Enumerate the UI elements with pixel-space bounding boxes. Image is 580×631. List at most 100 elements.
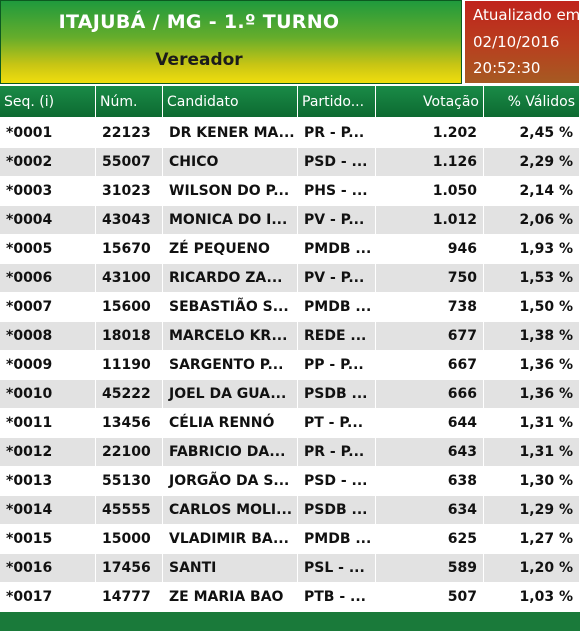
- party-cell: PHS - ...: [298, 177, 376, 206]
- party-cell: PV - P...: [298, 264, 376, 293]
- number-cell: 15600: [96, 293, 163, 322]
- votes-cell: 1.012: [376, 206, 484, 235]
- valid-percent-cell: 1,27 %: [484, 525, 580, 554]
- table-row[interactable]: *0002 55007 CHICO PSD - ... 1.126 2,29 %: [0, 148, 580, 177]
- table-row[interactable]: *0006 43100 RICARDO ZA... PV - P... 750 1,53 …: [0, 264, 580, 293]
- candidate-cell: DR KENER MA...: [163, 119, 298, 148]
- number-cell: 15670: [96, 235, 163, 264]
- table-row[interactable]: *0001 22123 DR KENER MA... PR - P... 1.202 2,…: [0, 119, 580, 148]
- table-row[interactable]: *0016 17456 SANTI PSL - ... 589 1,20 %: [0, 554, 580, 583]
- column-header-votes[interactable]: Votação: [376, 86, 484, 119]
- table-row[interactable]: *0009 11190 SARGENTO P... PP - P... 667 1,36 …: [0, 351, 580, 380]
- number-cell: 22123: [96, 119, 163, 148]
- table-row[interactable]: *0003 31023 WILSON DO P... PHS - ... 1.050 2,…: [0, 177, 580, 206]
- valid-percent-cell: 1,36 %: [484, 380, 580, 409]
- seq-cell: *0012: [0, 438, 96, 467]
- number-cell: 14777: [96, 583, 163, 612]
- table-row[interactable]: *0013 55130 JORGÃO DA S... PSD - ... 638 1,30…: [0, 467, 580, 496]
- candidate-cell: CHICO: [163, 148, 298, 177]
- table-row[interactable]: *0007 15600 SEBASTIÃO S... PMDB ... 738 1,50 …: [0, 293, 580, 322]
- office-subtitle: Vereador: [155, 50, 243, 70]
- seq-cell: *0010: [0, 380, 96, 409]
- party-cell: PR - P...: [298, 438, 376, 467]
- updated-time: 20:52:30: [473, 59, 541, 77]
- candidate-cell: SARGENTO P...: [163, 351, 298, 380]
- valid-percent-cell: 1,53 %: [484, 264, 580, 293]
- votes-cell: 1.202: [376, 119, 484, 148]
- table-row[interactable]: *0015 15000 VLADIMIR BA... PMDB ... 625 1,27 …: [0, 525, 580, 554]
- valid-percent-cell: 2,06 %: [484, 206, 580, 235]
- number-cell: 11190: [96, 351, 163, 380]
- party-cell: REDE ...: [298, 322, 376, 351]
- valid-percent-cell: 2,29 %: [484, 148, 580, 177]
- votes-cell: 634: [376, 496, 484, 525]
- table-row[interactable]: *0005 15670 ZÉ PEQUENO PMDB ... 946 1,93 %: [0, 235, 580, 264]
- votes-cell: 625: [376, 525, 484, 554]
- seq-cell: *0003: [0, 177, 96, 206]
- candidate-cell: CARLOS MOLI...: [163, 496, 298, 525]
- votes-cell: 644: [376, 409, 484, 438]
- results-table-container: Seq. (i) Núm. Candidato Partido... Votaç…: [0, 86, 580, 631]
- number-cell: 17456: [96, 554, 163, 583]
- update-panel: Atualizado em 02/10/2016 20:52:30: [464, 0, 580, 84]
- column-header-number[interactable]: Núm.: [96, 86, 163, 119]
- valid-percent-cell: 1,31 %: [484, 409, 580, 438]
- votes-cell: 946: [376, 235, 484, 264]
- votes-cell: 1.050: [376, 177, 484, 206]
- candidate-cell: JOEL DA GUA...: [163, 380, 298, 409]
- table-row[interactable]: *0017 14777 ZE MARIA BAO PTB - ... 507 1,03 %: [0, 583, 580, 612]
- seq-cell: *0008: [0, 322, 96, 351]
- party-cell: PMDB ...: [298, 293, 376, 322]
- votes-cell: 667: [376, 351, 484, 380]
- valid-percent-cell: 1,29 %: [484, 496, 580, 525]
- party-cell: PP - P...: [298, 351, 376, 380]
- seq-cell: *0016: [0, 554, 96, 583]
- candidate-cell: SANTI: [163, 554, 298, 583]
- table-row[interactable]: *0004 43043 MONICA DO I... PV - P... 1.012 2,…: [0, 206, 580, 235]
- valid-percent-cell: 1,50 %: [484, 293, 580, 322]
- column-header-seq[interactable]: Seq. (i): [0, 86, 96, 119]
- valid-percent-cell: 1,20 %: [484, 554, 580, 583]
- seq-cell: *0007: [0, 293, 96, 322]
- seq-cell: *0014: [0, 496, 96, 525]
- column-header-candidate[interactable]: Candidato: [163, 86, 298, 119]
- valid-percent-cell: 1,03 %: [484, 583, 580, 612]
- candidate-cell: SEBASTIÃO S...: [163, 293, 298, 322]
- number-cell: 18018: [96, 322, 163, 351]
- party-cell: PMDB ...: [298, 235, 376, 264]
- votes-cell: 677: [376, 322, 484, 351]
- party-cell: PSDB ...: [298, 380, 376, 409]
- number-cell: 45222: [96, 380, 163, 409]
- table-body: *0001 22123 DR KENER MA... PR - P... 1.202 2,…: [0, 119, 580, 612]
- updated-label: Atualizado em: [473, 6, 580, 24]
- column-header-party[interactable]: Partido...: [298, 86, 376, 119]
- number-cell: 22100: [96, 438, 163, 467]
- seq-cell: *0013: [0, 467, 96, 496]
- candidate-cell: ZÉ PEQUENO: [163, 235, 298, 264]
- candidate-cell: VLADIMIR BA...: [163, 525, 298, 554]
- votes-cell: 750: [376, 264, 484, 293]
- party-cell: PV - P...: [298, 206, 376, 235]
- valid-percent-cell: 1,31 %: [484, 438, 580, 467]
- seq-cell: *0006: [0, 264, 96, 293]
- valid-percent-cell: 2,14 %: [484, 177, 580, 206]
- valid-percent-cell: 1,93 %: [484, 235, 580, 264]
- table-row[interactable]: *0012 22100 FABRICIO DA... PR - P... 643 1,31…: [0, 438, 580, 467]
- table-row[interactable]: *0011 13456 CÉLIA RENNÓ PT - P... 644 1,31 %: [0, 409, 580, 438]
- valid-percent-cell: 1,36 %: [484, 351, 580, 380]
- number-cell: 45555: [96, 496, 163, 525]
- column-header-valid-percent[interactable]: % Válidos: [484, 86, 580, 119]
- seq-cell: *0005: [0, 235, 96, 264]
- seq-cell: *0009: [0, 351, 96, 380]
- valid-percent-cell: 1,30 %: [484, 467, 580, 496]
- results-table: Seq. (i) Núm. Candidato Partido... Votaç…: [0, 86, 580, 612]
- table-row[interactable]: *0014 45555 CARLOS MOLI... PSDB ... 634 1,29 …: [0, 496, 580, 525]
- votes-cell: 589: [376, 554, 484, 583]
- number-cell: 55130: [96, 467, 163, 496]
- table-header-row: Seq. (i) Núm. Candidato Partido... Votaç…: [0, 86, 580, 119]
- seq-cell: *0001: [0, 119, 96, 148]
- party-cell: PSDB ...: [298, 496, 376, 525]
- candidate-cell: ZE MARIA BAO: [163, 583, 298, 612]
- table-row[interactable]: *0010 45222 JOEL DA GUA... PSDB ... 666 1,36 …: [0, 380, 580, 409]
- table-row[interactable]: *0008 18018 MARCELO KR... REDE ... 677 1,38 %: [0, 322, 580, 351]
